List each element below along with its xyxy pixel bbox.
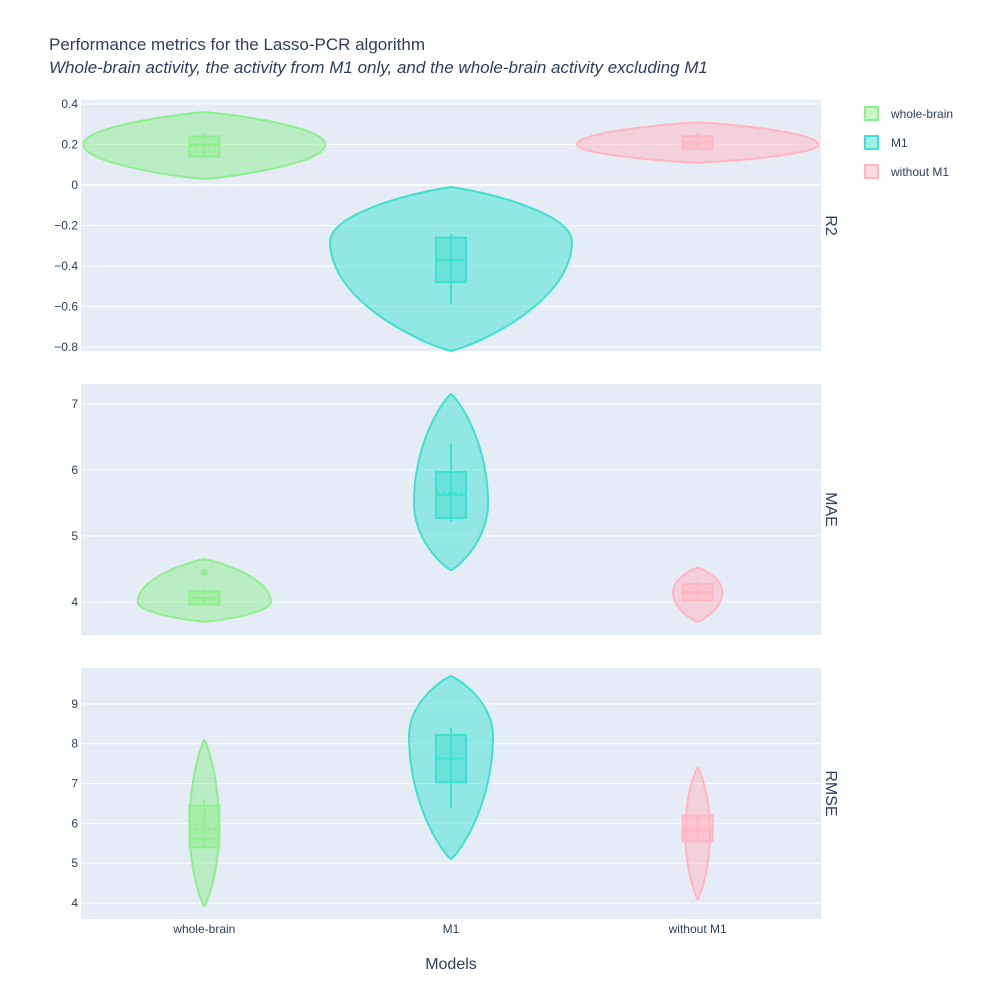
legend-swatch (864, 106, 879, 121)
violin-without-m1[interactable] (681, 766, 714, 901)
y-tick-label: 4 (71, 896, 78, 910)
panel-mae: 7 6 5 4 MAE (71, 384, 839, 635)
chart-title: Performance metrics for the Lasso-PCR al… (49, 35, 425, 54)
legend-item-m1[interactable]: M1 (864, 135, 908, 150)
panels-group: 0.4 0.2 0 −0.2 −0.4 −0.6 −0.8 R2 7 6 5 4 MAE 9 8 7 6 5 4 RM… (54, 97, 839, 919)
y-tick-label: 7 (71, 397, 78, 411)
y-tick-label: 7 (71, 777, 78, 791)
violin-m1[interactable] (329, 186, 573, 352)
y-tick-label: 5 (71, 856, 78, 870)
legend-item-whole-brain[interactable]: whole-brain (864, 106, 953, 121)
y-tick-label: −0.2 (54, 219, 78, 233)
x-tick-labels: whole-brain M1 without M1 (172, 922, 727, 936)
y-tick-label: 8 (71, 737, 78, 751)
facet-label-rmse: RMSE (822, 770, 839, 816)
y-tick-label: −0.6 (54, 299, 78, 313)
chart-subtitle: Whole-brain activity, the activity from … (49, 58, 708, 77)
y-tick-label: 5 (71, 529, 78, 543)
x-tick-label-without-m1: without M1 (668, 922, 727, 936)
y-tick-label: 6 (71, 463, 78, 477)
x-tick-label-whole-brain: whole-brain (172, 922, 235, 936)
facet-label-mae: MAE (822, 492, 839, 527)
y-tick-label: 0.2 (61, 138, 78, 152)
y-tick-label: 0 (71, 178, 78, 192)
violin-whole-brain[interactable] (136, 558, 272, 623)
y-tick-label: −0.8 (54, 340, 78, 354)
legend-item-without-m1[interactable]: without M1 (864, 164, 949, 179)
legend-swatch (864, 164, 879, 179)
legend[interactable]: whole-brain M1 without M1 (864, 106, 953, 179)
legend-label: M1 (891, 136, 908, 150)
x-tick-label-m1: M1 (443, 922, 460, 936)
legend-label: whole-brain (890, 107, 953, 121)
legend-label: without M1 (890, 165, 949, 179)
x-axis-title: Models (425, 956, 477, 973)
y-tick-label: 6 (71, 816, 78, 830)
violin-m1[interactable] (408, 675, 494, 861)
panel-r2: 0.4 0.2 0 −0.2 −0.4 −0.6 −0.8 R2 (54, 97, 839, 354)
y-tick-label: 0.4 (61, 97, 78, 111)
y-tick-label: 4 (71, 595, 78, 609)
y-tick-label: 9 (71, 697, 78, 711)
violin-whole-brain[interactable] (82, 111, 327, 180)
facet-label-r2: R2 (822, 215, 839, 236)
violin-without-m1[interactable] (575, 121, 820, 164)
outlier-point[interactable] (200, 568, 208, 576)
panel-rmse: 9 8 7 6 5 4 RMSE (71, 668, 839, 919)
violin-without-m1[interactable] (672, 566, 724, 623)
violin-whole-brain[interactable] (188, 738, 221, 908)
y-tick-label: −0.4 (54, 259, 78, 273)
violin-m1[interactable] (413, 392, 489, 572)
box (188, 804, 221, 849)
legend-swatch (864, 135, 879, 150)
